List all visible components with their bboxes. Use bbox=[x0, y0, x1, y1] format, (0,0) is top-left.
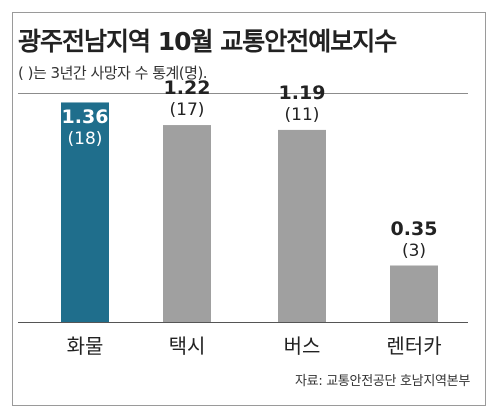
category-label-1: 택시 bbox=[168, 334, 206, 358]
bar-fatalities-2: (11) bbox=[284, 104, 320, 125]
category-label-2: 버스 bbox=[283, 334, 321, 358]
bar-3 bbox=[390, 265, 438, 322]
title-divider bbox=[18, 93, 468, 94]
bar-value-label-1: 1.22 (17) bbox=[137, 77, 237, 121]
bar-value-label-3: 0.35 (3) bbox=[364, 218, 464, 262]
bar-fatalities-1: (17) bbox=[169, 100, 205, 121]
bar-value-3: 0.35 bbox=[390, 217, 438, 240]
source-note: 자료: 교통안전공단 호남지역본부 bbox=[295, 374, 470, 389]
bar-value-1: 1.22 bbox=[163, 77, 211, 100]
bar-2 bbox=[278, 129, 326, 322]
bar-fatalities-0: (18) bbox=[67, 129, 103, 150]
bar-1 bbox=[163, 125, 211, 322]
bar-0 bbox=[61, 102, 109, 322]
chart-baseline bbox=[18, 322, 468, 323]
bar-value-label-2: 1.19 (11) bbox=[252, 82, 352, 126]
bar-fatalities-3: (3) bbox=[401, 240, 427, 261]
bar-value-0: 1.36 bbox=[61, 106, 109, 129]
bar-value-label-0: 1.36 (18) bbox=[35, 106, 135, 150]
chart-title: 광주전남지역 10월 교통안전예보지수 bbox=[18, 27, 397, 56]
category-label-0: 화물 bbox=[66, 334, 104, 358]
chart-subtitle: ( )는 3년간 사망자 수 통계(명). bbox=[18, 64, 208, 82]
bar-value-2: 1.19 bbox=[278, 81, 326, 104]
category-label-3: 렌터카 bbox=[386, 334, 442, 358]
